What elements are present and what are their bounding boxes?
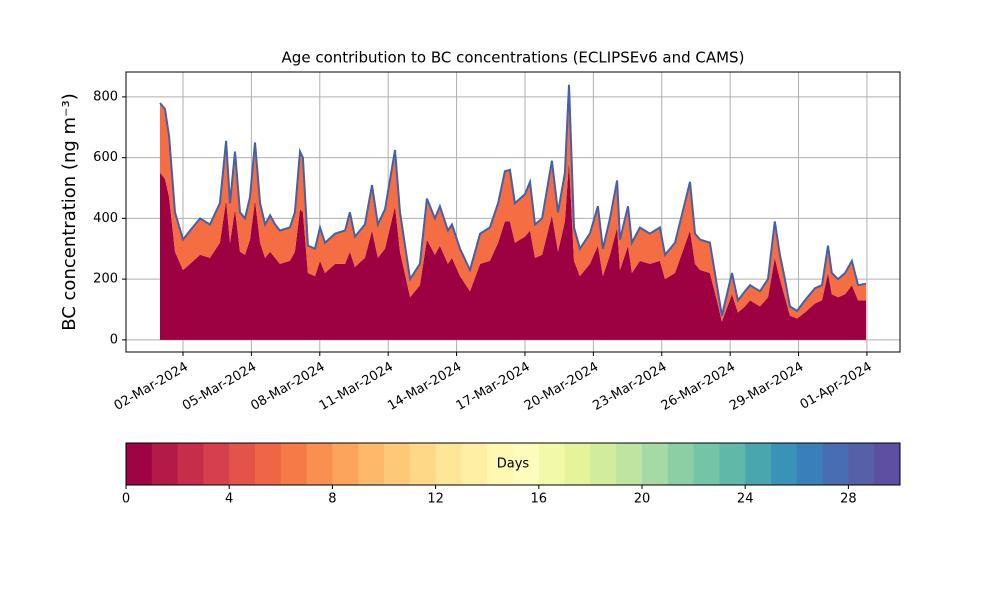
x-tick-label: 26-Mar-2024 [659,360,738,414]
colorbar-segment [126,443,153,485]
colorbar-segment [538,443,566,485]
colorbar-frame [125,442,901,486]
colorbar-segment [435,443,462,485]
colorbar-segment [229,443,256,485]
x-tick-label: 20-Mar-2024 [522,360,601,414]
x-tick-label: 08-Mar-2024 [248,360,327,414]
x-tick-label: 11-Mar-2024 [317,360,396,414]
colorbar-segment [513,443,540,485]
colorbar-segment [874,443,901,485]
x-tick-label: 01-Apr-2024 [798,360,875,413]
colorbar-segment [487,443,514,485]
colorbar-segment [745,443,772,485]
chart-title: Age contribution to BC concentrations (E… [282,49,745,67]
x-tick-label: 29-Mar-2024 [727,360,806,414]
colorbar-segment [822,443,849,485]
colorbar-segment [848,443,875,485]
colorbar-segment [616,443,643,485]
area-band [160,84,866,322]
colorbar-tick-label: 4 [225,492,233,507]
colorbar-segment [667,443,695,485]
x-tick-label: 02-Mar-2024 [112,360,191,414]
x-tick-label: 05-Mar-2024 [180,360,259,414]
x-tick-label: 14-Mar-2024 [385,360,464,414]
colorbar-segment [409,443,437,485]
colorbar-segment [332,443,359,485]
colorbar-tick-label: 16 [531,492,548,507]
colorbar-segment [564,443,591,485]
colorbar-segment [203,443,230,485]
total-outline [159,84,867,316]
x-tick-label: 17-Mar-2024 [454,360,533,414]
plot-frame [125,71,901,353]
y-axis-label: BC concentration (ng m⁻³) [59,93,80,331]
colorbar-tick-label: 0 [122,492,130,507]
colorbar-segment [796,443,824,485]
colorbar-tick-label: 28 [840,492,857,507]
colorbar-segment [719,443,746,485]
colorbar-tick-label: 20 [634,492,651,507]
y-tick-label: 600 [93,150,118,165]
colorbar-segment [358,443,385,485]
y-tick-label: 200 [93,272,118,287]
colorbar-segment [590,443,617,485]
colorbar-segment [306,443,333,485]
colorbar-segment [151,443,179,485]
colorbar-segment [461,443,488,485]
colorbar-tick-label: 24 [737,492,754,507]
y-tick-label: 800 [93,89,118,104]
x-tick-label: 23-Mar-2024 [590,360,669,414]
colorbar-segment [642,443,669,485]
y-tick-label: 0 [110,332,118,347]
colorbar-tick-label: 12 [427,492,444,507]
colorbar-segment [384,443,411,485]
colorbar-segment [280,443,308,485]
colorbar-segment [771,443,798,485]
colorbar-segment [693,443,720,485]
colorbar-segment [255,443,282,485]
colorbar-segment [177,443,204,485]
colorbar-label: Days [497,457,530,472]
y-tick-label: 400 [93,211,118,226]
colorbar-tick-label: 8 [328,492,336,507]
area-band [160,160,866,340]
